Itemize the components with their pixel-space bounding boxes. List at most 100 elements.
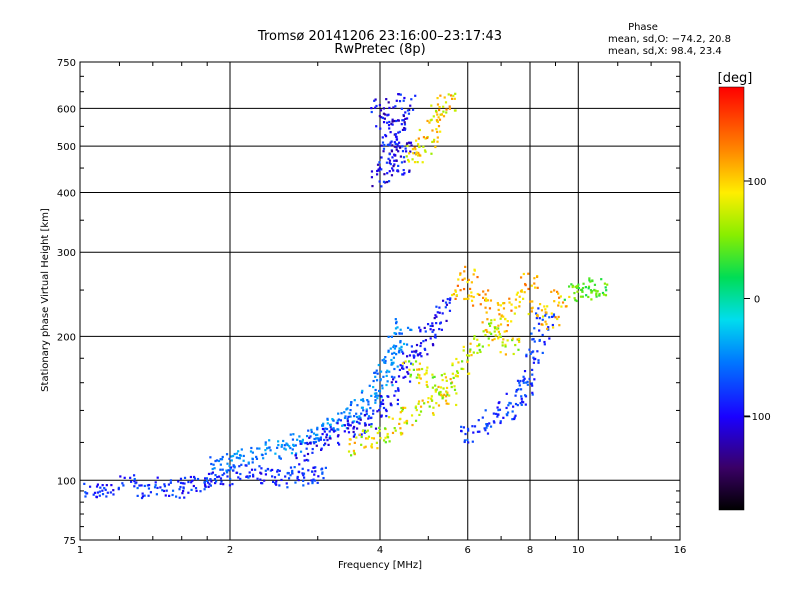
data-point: [355, 436, 358, 439]
data-point: [403, 123, 407, 126]
data-point: [511, 410, 514, 413]
data-point: [519, 388, 523, 391]
data-point: [378, 180, 381, 183]
data-point: [362, 409, 365, 412]
data-point: [499, 317, 502, 320]
data-point: [221, 468, 224, 471]
data-point: [379, 109, 383, 112]
data-point: [179, 481, 183, 485]
data-point: [260, 481, 263, 485]
data-point: [538, 317, 541, 320]
data-point: [430, 104, 433, 107]
data-point: [520, 403, 523, 406]
data-point: [348, 438, 351, 441]
data-point: [289, 466, 293, 469]
data-point: [297, 470, 300, 473]
data-point: [451, 364, 454, 367]
data-point: [504, 317, 507, 321]
data-point: [397, 150, 400, 153]
data-point: [518, 305, 521, 308]
data-point: [434, 388, 437, 392]
data-point: [434, 333, 437, 336]
data-point: [486, 432, 490, 435]
data-point: [321, 471, 324, 474]
data-point: [313, 442, 316, 445]
data-point: [251, 473, 255, 476]
data-point: [438, 327, 441, 331]
data-point: [363, 429, 366, 432]
data-point: [401, 145, 404, 148]
data-point: [123, 476, 126, 479]
data-point: [263, 479, 266, 482]
data-point: [376, 410, 379, 413]
data-point: [479, 350, 482, 354]
data-point: [93, 491, 97, 494]
data-point: [311, 451, 314, 454]
data-point: [510, 320, 513, 323]
data-point: [386, 369, 389, 372]
x-axis-label: Frequency [MHz]: [338, 560, 422, 571]
data-point: [366, 437, 369, 440]
data-point: [395, 322, 398, 325]
data-point: [482, 330, 485, 333]
data-point: [532, 337, 535, 341]
data-point: [370, 110, 373, 114]
data-point: [489, 425, 493, 428]
data-point: [500, 315, 503, 318]
data-point: [390, 140, 393, 143]
data-point: [488, 307, 492, 310]
data-point: [394, 135, 398, 138]
data-point: [407, 160, 411, 163]
data-point: [463, 439, 467, 442]
data-point: [249, 450, 253, 453]
data-point: [445, 402, 448, 405]
data-point: [361, 389, 364, 392]
data-point: [276, 469, 280, 472]
data-point: [227, 469, 230, 472]
data-point: [501, 344, 504, 347]
data-point: [390, 361, 394, 365]
data-point: [399, 93, 402, 96]
data-point: [360, 398, 363, 402]
data-point: [473, 425, 477, 428]
data-point: [557, 304, 560, 307]
data-point: [423, 347, 426, 350]
data-point: [446, 297, 449, 301]
data-point: [337, 418, 341, 421]
data-point: [370, 394, 373, 398]
data-point: [349, 415, 352, 418]
data-point: [364, 424, 367, 427]
data-point: [470, 295, 473, 298]
data-point: [355, 427, 359, 430]
y-tick-labels: 75 100 200 300 400 500 600 750: [57, 58, 76, 547]
data-point: [106, 491, 109, 494]
data-point: [392, 356, 396, 359]
data-point: [470, 291, 473, 294]
data-point: [156, 476, 159, 479]
data-point: [374, 106, 377, 109]
data-point: [486, 318, 489, 321]
data-point: [472, 337, 476, 340]
data-point: [264, 449, 267, 452]
data-point: [355, 412, 358, 415]
data-point: [310, 428, 313, 431]
data-point: [390, 381, 393, 384]
data-point: [353, 452, 356, 455]
data-point: [426, 323, 430, 326]
data-point: [564, 305, 567, 308]
data-point: [387, 349, 390, 352]
data-point: [310, 430, 313, 434]
data-point: [140, 496, 144, 500]
data-point: [306, 452, 310, 456]
data-point: [353, 415, 356, 418]
data-point: [531, 391, 534, 394]
data-point: [415, 408, 418, 412]
data-point: [271, 468, 274, 472]
data-point: [388, 416, 391, 419]
data-point: [393, 163, 396, 166]
data-point: [454, 92, 457, 95]
data-point: [457, 361, 460, 364]
data-point: [370, 443, 373, 446]
data-point: [309, 442, 312, 445]
data-point: [391, 362, 394, 366]
